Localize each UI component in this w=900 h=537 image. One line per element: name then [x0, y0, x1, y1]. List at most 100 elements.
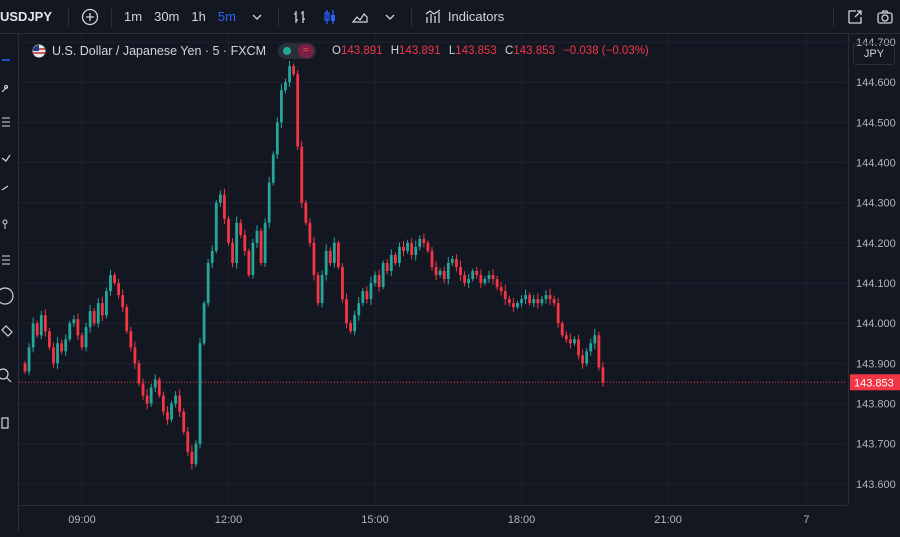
candle-body: [113, 275, 116, 284]
last-price-badge: [850, 374, 900, 391]
chart-area[interactable]: [19, 34, 847, 504]
candle-body: [507, 299, 511, 304]
candle-body: [39, 315, 43, 336]
price-tick-label: 144.200: [856, 238, 896, 250]
candle-body: [153, 379, 157, 388]
time-tick-label: 21:00: [654, 514, 682, 526]
candle-body: [76, 319, 80, 336]
area-chart-icon[interactable]: [345, 8, 375, 26]
candle-body: [430, 250, 434, 267]
indicators-button[interactable]: Indicators: [418, 8, 510, 26]
chevron-down-icon[interactable]: [375, 8, 405, 26]
candle-body: [194, 443, 198, 464]
candle-body: [84, 327, 88, 348]
candle-body: [316, 275, 320, 304]
candle-body: [349, 323, 352, 332]
candle-body: [438, 271, 442, 276]
bar-chart-icon[interactable]: [285, 8, 315, 26]
candlestick-chart[interactable]: [19, 34, 847, 504]
candle-body: [267, 182, 271, 223]
fullscreen-icon[interactable]: [840, 8, 870, 26]
toolbar-divider: [111, 6, 113, 27]
candle-body: [483, 279, 487, 284]
candle-body: [434, 266, 438, 276]
candle-body: [178, 395, 182, 412]
interval-30m-button[interactable]: 30m: [154, 9, 180, 24]
toolbar-divider: [833, 6, 834, 27]
candle-body: [284, 82, 287, 91]
candle-body: [528, 295, 532, 304]
time-scale[interactable]: 09:00 12:00 15:00 18:00 21:00 7: [19, 506, 847, 532]
candle-body: [100, 303, 104, 316]
candle-body: [353, 315, 357, 332]
candle-body: [345, 299, 348, 324]
candle-body: [597, 335, 601, 368]
candle-body: [121, 295, 125, 308]
candle-body: [288, 66, 291, 83]
low-value: 143.853: [455, 45, 497, 57]
candle-body: [145, 395, 149, 404]
candle-body: [235, 222, 239, 263]
candle-body: [31, 323, 35, 348]
price-tick-label: 144.300: [856, 198, 896, 210]
wave-icon: ≈: [297, 44, 314, 58]
interval-1h-button[interactable]: 1h: [191, 9, 206, 24]
candle-body: [463, 275, 466, 284]
candle-body: [357, 303, 361, 316]
candle-body: [520, 299, 523, 304]
low-label: L: [448, 45, 456, 57]
open-label: O: [331, 45, 341, 57]
time-axis[interactable]: 09:00 12:00 15:00 18:00 21:00 7: [19, 505, 847, 532]
candlestick-icon[interactable]: [315, 8, 345, 26]
toolbar-divider: [68, 6, 70, 27]
candle-body: [487, 275, 491, 280]
symbol-label[interactable]: USDJPY: [0, 9, 53, 24]
toolbar-divider: [277, 6, 279, 27]
add-symbol-icon[interactable]: [75, 8, 105, 26]
candle-body: [410, 242, 414, 255]
time-tick-label: 7: [803, 514, 809, 526]
candle-body: [263, 222, 267, 263]
market-status-pill[interactable]: ≈: [277, 43, 316, 59]
price-axis[interactable]: 143.600 143.700 143.800 143.900 144.000 144.1…: [848, 34, 900, 504]
change-value: −0.038 (−0.03%): [563, 45, 649, 57]
interval-5m-button[interactable]: 5m: [217, 9, 236, 24]
candle-body: [320, 275, 324, 304]
candle-body: [43, 315, 47, 332]
price-tick-label: 143.600: [856, 479, 896, 491]
candle-body: [548, 295, 552, 300]
candle-body: [414, 246, 418, 255]
market-open-icon: [282, 47, 291, 55]
chart-legend: U.S. Dollar / Japanese Yen · 5 · FXCM ≈ …: [32, 43, 654, 59]
time-tick-label: 18:00: [508, 514, 536, 526]
candle-body: [406, 242, 409, 251]
candle-body: [133, 347, 137, 364]
currency-selector[interactable]: JPY: [853, 43, 895, 65]
interval-1m-button[interactable]: 1m: [124, 9, 143, 24]
drawing-tools-icon[interactable]: [0, 34, 18, 531]
chevron-down-icon[interactable]: [242, 8, 272, 26]
toolbar-divider: [410, 6, 412, 27]
candle-body: [450, 258, 454, 263]
price-tick-label: 144.500: [856, 117, 896, 129]
candle-body: [495, 279, 499, 288]
candle-body: [471, 271, 475, 280]
time-tick-label: 09:00: [68, 514, 96, 526]
ohlc-values: O143.891 H143.891 L143.853 C143.853 −0.0…: [332, 45, 654, 57]
candle-body: [556, 303, 560, 324]
candle-body: [218, 194, 222, 203]
candle-body: [23, 363, 27, 372]
price-scale[interactable]: 143.600 143.700 143.800 143.900 144.000 144.1…: [849, 34, 900, 504]
candle-body: [426, 242, 430, 251]
price-tick-label: 144.400: [856, 158, 896, 170]
price-tick-label: 144.600: [856, 77, 896, 89]
candle-body: [536, 299, 540, 304]
candle-body: [247, 250, 251, 276]
symbol-title[interactable]: U.S. Dollar / Japanese Yen · 5 · FXCM: [52, 44, 266, 58]
candle-body: [560, 323, 564, 336]
candle-body: [251, 242, 255, 276]
candle-body: [214, 202, 218, 251]
candle-body: [568, 339, 572, 344]
candle-body: [459, 266, 462, 276]
camera-icon[interactable]: [870, 8, 900, 26]
